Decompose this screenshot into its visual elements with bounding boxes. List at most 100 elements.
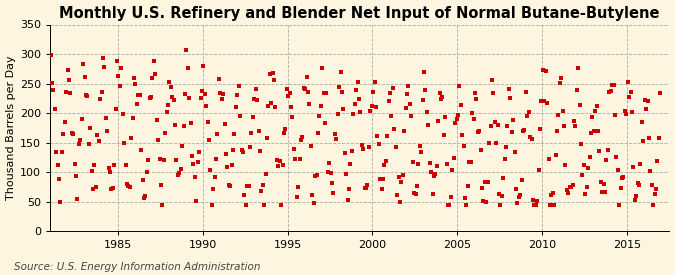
Point [599,189,610,194]
Point [375,177,385,181]
Point [398,172,408,177]
Point [638,139,649,143]
Point [143,158,154,162]
Point [111,59,122,63]
Point [624,95,634,99]
Point [57,150,68,154]
Point [567,183,578,187]
Point [160,131,171,135]
Point [202,120,213,124]
Point [485,124,496,129]
Point [277,163,288,167]
Point [79,75,90,79]
Point [528,198,539,202]
Point [307,193,318,198]
Point [71,174,82,178]
Point [146,95,157,99]
Point [271,157,282,162]
Point [546,193,557,197]
Point [645,169,655,173]
Point [608,83,619,87]
Point [487,78,497,82]
Point [72,197,83,201]
Point [164,80,175,84]
Point [352,80,363,84]
Point [253,128,264,133]
Point [97,55,108,60]
Point [318,91,329,95]
Point [238,150,248,155]
Point [144,95,155,100]
Point [520,90,531,94]
Point [137,178,148,182]
Point [141,170,152,174]
Point [580,192,591,196]
Point [49,107,60,111]
Point [348,112,358,116]
Point [227,147,238,152]
Point [362,183,373,187]
Point [103,166,114,170]
Point [550,153,561,158]
Point [116,66,127,71]
Point [387,86,398,91]
Point [281,86,292,91]
Point [447,168,458,172]
Point [472,129,483,134]
Point [489,120,500,124]
Point [259,202,269,207]
Point [524,134,535,139]
Point [217,97,227,101]
Text: Source: U.S. Energy Information Administration: Source: U.S. Energy Information Administ… [14,262,260,272]
Point [287,115,298,120]
Point [219,122,230,127]
Point [190,175,200,179]
Point [603,147,614,152]
Point [283,94,294,98]
Point [204,138,215,142]
Point [363,145,374,149]
Point [349,101,360,106]
Point [558,109,568,114]
Point [500,157,510,162]
Point [136,147,146,152]
Point [543,157,554,161]
Point [198,64,209,68]
Point [89,163,100,167]
Point [458,143,469,148]
Point [113,74,124,78]
Point [82,93,92,98]
Point [163,103,173,108]
Point [512,201,522,205]
Point [418,70,429,75]
Point [564,185,575,189]
Point [225,184,236,188]
Point [595,180,606,184]
Point [568,119,579,123]
Point [563,191,574,195]
Point [572,87,583,92]
Point [585,131,596,135]
Point [535,127,545,131]
Point [417,98,428,102]
Point [545,202,556,207]
Point [477,186,487,190]
Point [270,105,281,109]
Point [302,90,313,94]
Point [61,90,72,95]
Point [456,102,466,107]
Point [45,52,56,57]
Point [192,160,203,164]
Point [150,72,161,76]
Point [127,116,138,120]
Point [332,111,343,116]
Point [340,151,350,155]
Point [248,114,259,119]
Point [102,128,113,133]
Point [515,193,526,197]
Point [376,186,387,191]
Point [581,185,592,189]
Y-axis label: Thousand Barrels per Day: Thousand Barrels per Day [5,56,16,200]
Point [464,160,475,164]
Point [373,142,384,146]
